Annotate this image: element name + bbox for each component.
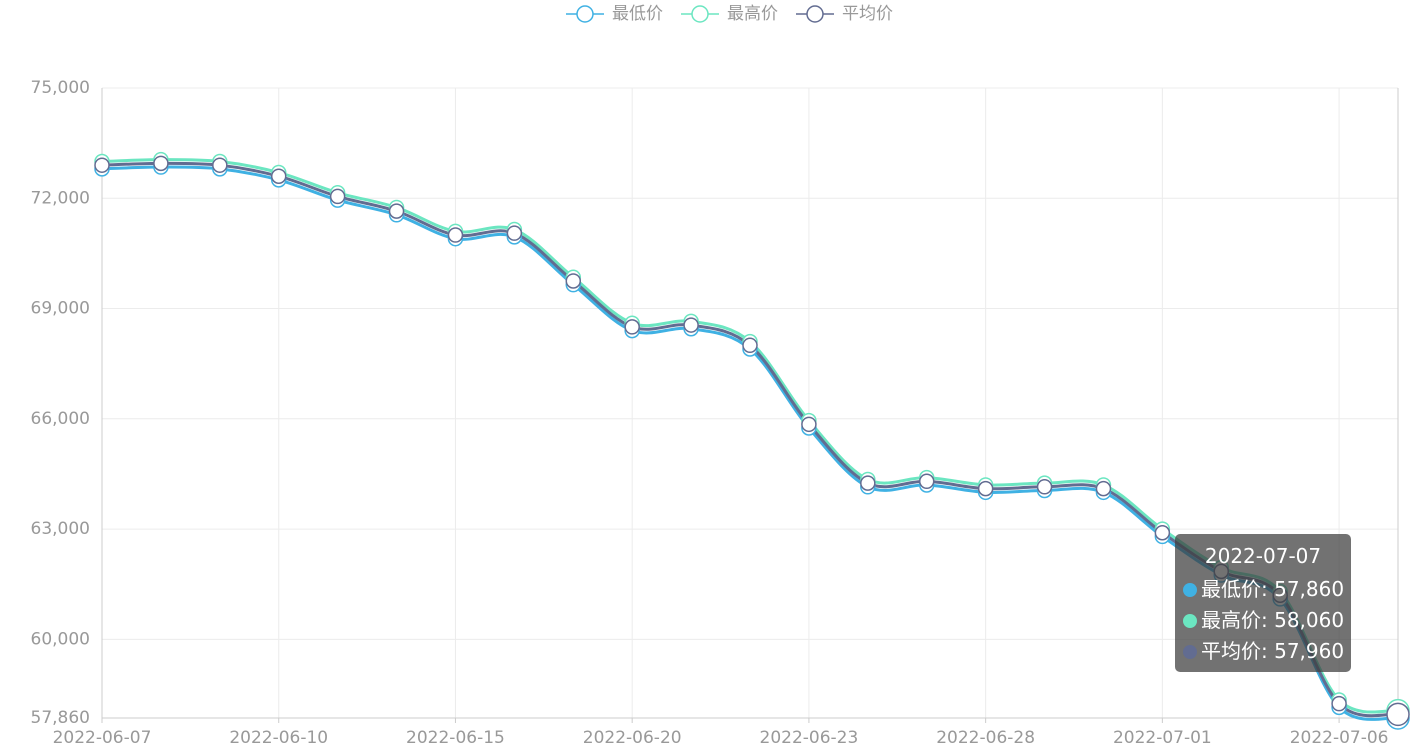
legend-label: 平均价 [842, 4, 893, 24]
data-point [153, 155, 169, 172]
x-tick-label: 2022-06-07 [53, 728, 152, 748]
y-tick-label: 69,000 [31, 299, 90, 319]
tooltip-dot [1183, 583, 1197, 597]
data-point [918, 473, 935, 490]
tooltip: 2022-07-07 最低价57,860 最高价58,060 平均价57,960 [1175, 534, 1351, 672]
data-point [1095, 480, 1112, 497]
tooltip-row: 最高价58,060 [1183, 605, 1345, 636]
data-point [860, 475, 876, 491]
tooltip-dot [1183, 614, 1197, 628]
y-tick-label: 60,000 [31, 629, 90, 649]
y-tick-label: 66,000 [31, 409, 90, 429]
data-point [1154, 524, 1171, 541]
data-point [801, 416, 817, 433]
data-point [506, 225, 523, 241]
x-tick-label: 2022-06-23 [760, 728, 859, 748]
tooltip-series: 最高价 [1201, 608, 1274, 632]
data-point [742, 337, 758, 354]
tooltip-value: 57,960 [1274, 639, 1345, 663]
legend-label: 最低价 [612, 4, 663, 24]
x-tick-label: 2022-07-06 [1290, 728, 1389, 748]
data-point [329, 188, 346, 205]
data-point [1386, 702, 1410, 727]
tooltip-dot [1183, 645, 1197, 659]
tooltip-row: 最低价57,860 [1183, 574, 1345, 605]
data-point [565, 273, 582, 289]
data-point [977, 480, 994, 497]
tooltip-series: 最低价 [1201, 577, 1274, 601]
data-point [1036, 479, 1053, 495]
legend-symbol [691, 5, 709, 23]
y-tick-label: 63,000 [31, 519, 90, 539]
legend-symbol [576, 5, 594, 23]
x-tick-label: 2022-06-20 [583, 728, 682, 748]
data-point [624, 319, 640, 335]
tooltip-value: 58,060 [1274, 608, 1345, 632]
tooltip-value: 57,860 [1274, 577, 1345, 601]
data-point [388, 203, 405, 219]
legend-label: 最高价 [727, 4, 778, 24]
x-tick-label: 2022-06-10 [229, 728, 328, 748]
x-tick-label: 2022-07-01 [1113, 728, 1212, 748]
data-point [212, 157, 228, 173]
data-point [683, 317, 699, 333]
tooltip-row: 平均价57,960 [1183, 636, 1345, 667]
y-tick-label: 57,860 [31, 708, 90, 728]
tooltip-series: 平均价 [1201, 639, 1274, 663]
data-point [1331, 695, 1347, 712]
data-point [447, 227, 464, 243]
data-point [94, 157, 110, 173]
y-tick-label: 72,000 [31, 188, 90, 208]
data-point [270, 168, 287, 184]
y-tick-label: 75,000 [31, 78, 90, 98]
x-tick-label: 2022-06-28 [936, 728, 1035, 748]
x-tick-label: 2022-06-15 [406, 728, 505, 748]
legend-symbol [806, 5, 824, 23]
tooltip-title: 2022-07-07 [1204, 544, 1322, 568]
